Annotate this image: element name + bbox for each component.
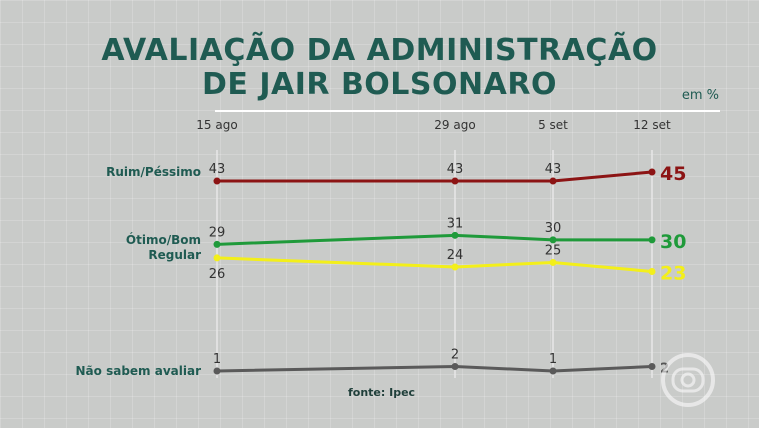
series-line: [216, 364, 653, 373]
data-point: [648, 362, 656, 370]
data-label: 1: [213, 352, 221, 367]
data-point: [648, 168, 656, 176]
unit-label: em %: [681, 88, 719, 103]
x-tick-label: 29 ago: [434, 118, 475, 132]
data-point: [549, 177, 557, 185]
data-point: [648, 236, 656, 244]
data-label: 1: [549, 352, 557, 367]
data-point: [451, 231, 459, 239]
data-label: 31: [447, 216, 464, 231]
data-label: 43: [209, 162, 226, 177]
title-line-2: DE JAIR BOLSONARO: [202, 67, 557, 102]
x-tick-label: 5 set: [538, 118, 568, 132]
chart-title: AVALIAÇÃO DA ADMINISTRAÇÃO DE JAIR BOLSO…: [0, 34, 759, 102]
data-point: [213, 367, 221, 375]
series-line: [216, 233, 652, 246]
data-label: 29: [209, 225, 226, 240]
data-label: 24: [447, 248, 464, 263]
data-label: 43: [447, 162, 464, 177]
data-label-final: 45: [660, 163, 686, 185]
source-label: fonte: Ipec: [348, 386, 416, 399]
data-point: [549, 367, 557, 375]
data-label: 2: [451, 347, 459, 362]
data-label: 26: [209, 267, 226, 282]
x-tick-label: 12 set: [633, 118, 671, 132]
data-point: [451, 177, 459, 185]
data-point: [451, 362, 459, 370]
data-label: 30: [545, 221, 562, 236]
broadcaster-logo-watermark: [661, 353, 715, 407]
series-label: Ruim/Péssimo: [106, 165, 201, 179]
data-label: 43: [545, 162, 562, 177]
data-point: [451, 263, 459, 271]
data-point: [648, 268, 656, 275]
data-point: [213, 240, 221, 248]
series-label: Ótimo/Bom: [126, 232, 201, 247]
x-tick-label: 15 ago: [196, 118, 237, 132]
data-label-final: 23: [660, 263, 686, 285]
series-label: Não sabem avaliar: [76, 364, 202, 378]
data-point: [213, 177, 221, 185]
series-line: [216, 256, 653, 273]
data-point: [213, 254, 221, 262]
series-line: [217, 170, 653, 183]
title-line-1: AVALIAÇÃO DA ADMINISTRAÇÃO: [101, 33, 658, 68]
data-label-final: 30: [660, 231, 686, 253]
data-label: 25: [545, 243, 562, 258]
data-point: [549, 258, 557, 266]
data-point: [549, 236, 557, 244]
series-label: Regular: [148, 248, 201, 262]
